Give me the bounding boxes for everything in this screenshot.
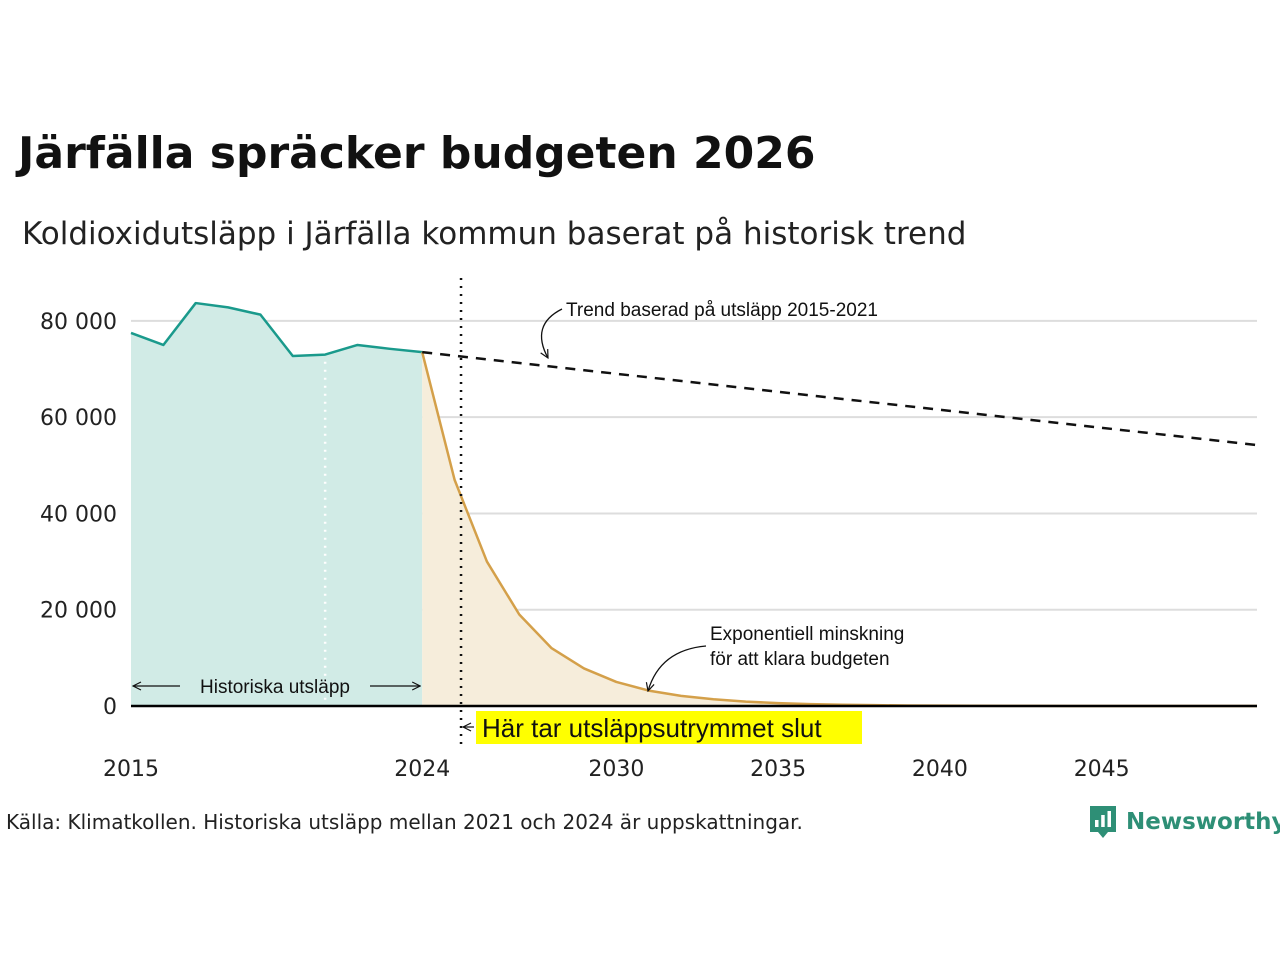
exp-label-line1: Exponentiell minskning [710, 624, 904, 645]
x-tick-label: 2035 [750, 757, 806, 782]
x-tick-label: 2030 [588, 757, 644, 782]
budget-area [422, 352, 1257, 706]
axis-ticks: 0 20 000 40 000 60 000 80 000 2015 2024 2030 203… [40, 310, 1130, 782]
exp-arrow [648, 645, 707, 691]
exp-label-line2: för att klara budgeten [710, 649, 890, 670]
x-tick-label: 2040 [912, 757, 968, 782]
trend-line [422, 350, 1258, 447]
newsworthy-logo: Newsworthy [1088, 802, 1280, 842]
y-tick-label: 40 000 [40, 502, 117, 527]
y-tick-label: 0 [103, 695, 117, 720]
historical-area [131, 303, 423, 706]
source-note: Källa: Klimatkollen. Historiska utsläpp … [6, 810, 803, 834]
chart-title: Järfälla spräcker budgeten 2026 [18, 128, 816, 179]
y-tick-label: 60 000 [40, 406, 117, 431]
series-lines [130, 278, 1258, 745]
budget-end-label: Här tar utsläppsutrymmet slut [482, 713, 822, 743]
annotations: Historiska utsläpp Trend baserad på utslä… [133, 300, 904, 744]
y-tick-label: 80 000 [40, 310, 117, 335]
trend-arrow [542, 308, 563, 358]
x-tick-label: 2024 [394, 757, 450, 782]
budget-end-highlight [476, 711, 862, 744]
historical-label: Historiska utsläpp [200, 677, 350, 698]
logo-text: Newsworthy [1126, 809, 1280, 835]
y-tick-label: 20 000 [40, 599, 117, 624]
newsworthy-logo-icon [1090, 806, 1116, 838]
x-tick-label: 2045 [1074, 757, 1130, 782]
area-fills [131, 303, 1257, 706]
chart-subtitle: Koldioxidutsläpp i Järfälla kommun baser… [22, 216, 967, 252]
trend-label: Trend baserad på utsläpp 2015-2021 [566, 300, 878, 321]
x-tick-label: 2015 [103, 757, 159, 782]
historical-line [130, 301, 423, 358]
